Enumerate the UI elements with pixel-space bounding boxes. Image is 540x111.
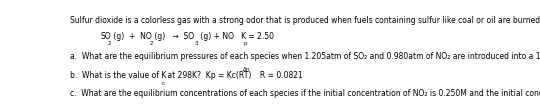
Text: R = 0.0821: R = 0.0821 (248, 71, 302, 80)
Text: a.  What are the equilibrium pressures of each species when 1.205atm of SO₂ and : a. What are the equilibrium pressures of… (70, 53, 540, 61)
Text: 2: 2 (108, 41, 112, 46)
Text: b.  What is the value of K: b. What is the value of K (70, 71, 166, 80)
Text: (g) + NO   K: (g) + NO K (198, 32, 246, 41)
Text: p: p (244, 41, 247, 46)
Text: c.  What are the equilibrium concentrations of each species if the initial conce: c. What are the equilibrium concentratio… (70, 89, 540, 98)
Text: 2: 2 (150, 41, 153, 46)
Text: (g)  +  NO: (g) + NO (111, 32, 151, 41)
Text: (g)   →  SO: (g) → SO (152, 32, 194, 41)
Text: 3: 3 (195, 41, 198, 46)
Text: c: c (162, 81, 165, 86)
Text: at 298K?  Kp = Kc(RT): at 298K? Kp = Kc(RT) (165, 71, 251, 80)
Text: SO: SO (101, 32, 112, 41)
Text: = 2.50: = 2.50 (246, 32, 274, 41)
Text: Sulfur dioxide is a colorless gas with a strong odor that is produced when fuels: Sulfur dioxide is a colorless gas with a… (70, 16, 540, 25)
Text: Δn: Δn (242, 67, 250, 72)
